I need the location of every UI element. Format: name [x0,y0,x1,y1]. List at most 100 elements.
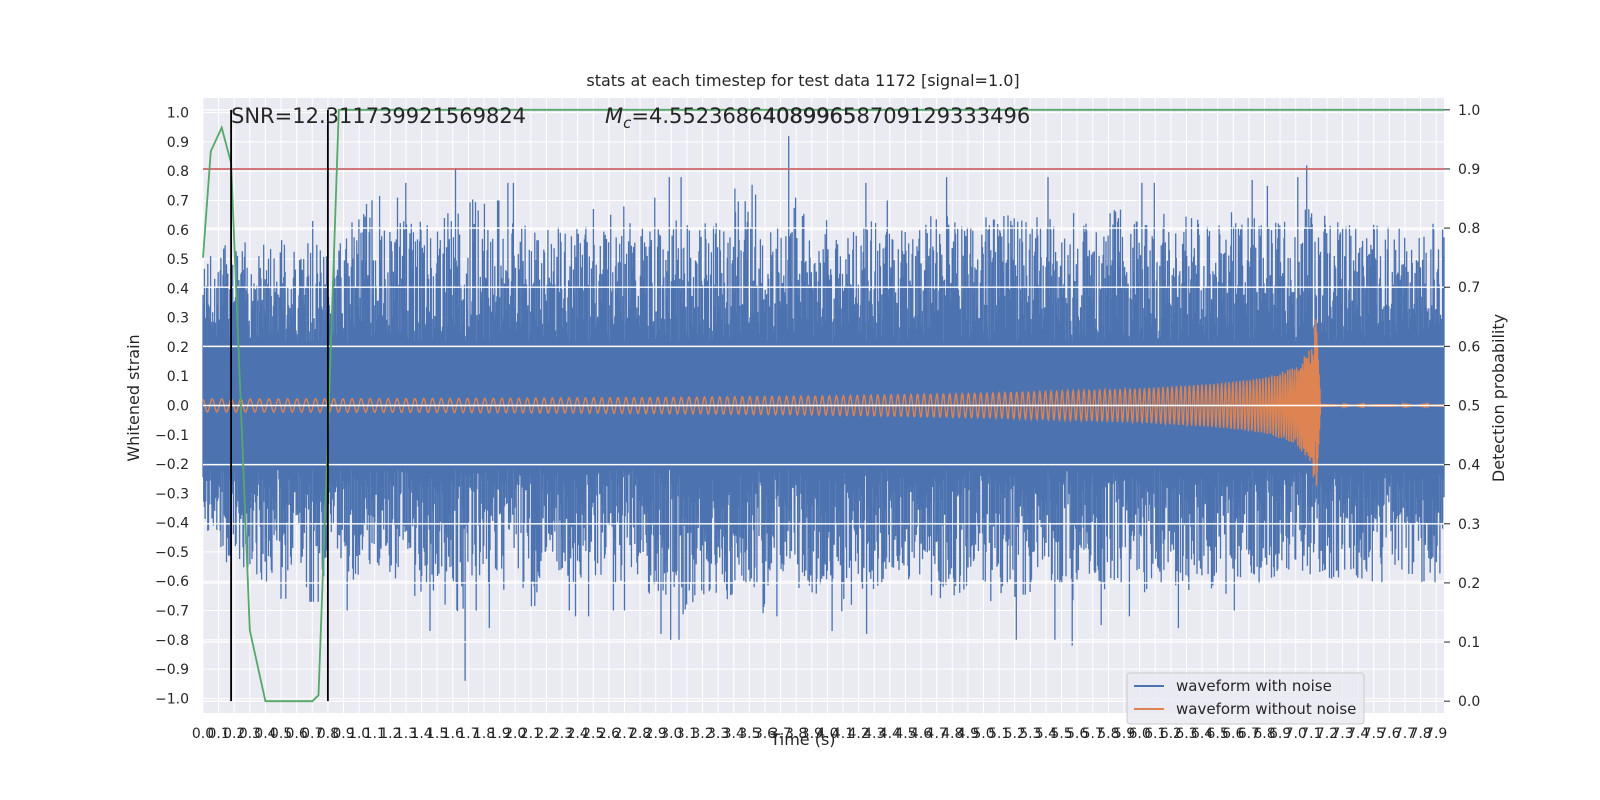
y-tick-label-left: −0.5 [155,545,189,561]
x-tick-label: 0.8 [317,726,339,742]
chart-title: stats at each timestep for test data 117… [586,71,1019,90]
tick-labels: 0.00.10.20.30.40.50.60.70.80.91.01.11.21… [155,103,1480,742]
x-tick-label: 2.9 [645,726,667,742]
x-tick-label: 1.5 [426,726,448,742]
x-tick-label: 0.9 [332,726,354,742]
y-tick-label-left: 0.5 [167,252,189,268]
chirp-mass-symbol: M [605,104,623,128]
x-axis-label: Time (s) [769,730,835,749]
x-tick-label: 1.7 [457,726,479,742]
x-tick-label: 6.7 [1238,726,1260,742]
y-tick-label-left: 0.8 [167,164,189,180]
x-tick-label: 7.9 [1425,726,1447,742]
snr-annotation: SNR=12.311739921569824 [231,104,526,128]
y-tick-label-right: 0.7 [1458,280,1480,296]
x-tick-label: 5.5 [1050,726,1072,742]
x-tick-label: 4.2 [847,726,869,742]
legend-label-noise: waveform with noise [1176,677,1332,695]
x-tick-label: 5.9 [1113,726,1135,742]
y-tick-label-left: −0.8 [155,633,189,649]
x-tick-label: 6.4 [1191,726,1213,742]
x-tick-label: 2.6 [598,726,620,742]
y-tick-label-left: 0.7 [167,194,189,210]
x-tick-label: 2.8 [629,726,651,742]
x-tick-label: 5.6 [1066,726,1088,742]
x-tick-label: 0.0 [192,726,214,742]
y-tick-label-left: −0.7 [155,604,189,620]
y-tick-label-right: 0.9 [1458,162,1480,178]
x-tick-label: 0.3 [239,726,261,742]
detection-probability-line [202,108,1444,703]
x-tick-label: 1.6 [442,726,464,742]
x-tick-label: 4.9 [957,726,979,742]
y-tick-label-right: 0.8 [1458,221,1480,237]
x-tick-label: 4.7 [926,726,948,742]
y-tick-label-left: 0.2 [167,340,189,356]
x-tick-label: 7.2 [1316,726,1338,742]
x-tick-label: 3.0 [660,726,682,742]
chirp-mass-overlap-annotation: 40899658709129333496 [763,104,1030,128]
y-tick-label-right: 0.2 [1458,576,1480,592]
x-tick-label: 0.2 [223,726,245,742]
x-tick-label: 7.5 [1363,726,1385,742]
x-tick-label: 6.6 [1222,726,1244,742]
legend: waveform with noise waveform without noi… [1126,672,1365,725]
y-tick-label-left: 0.0 [167,399,189,415]
x-tick-label: 2.5 [582,726,604,742]
chirp-mass-annotation: Mc=4.55236864089965 [605,104,856,132]
x-tick-label: 7.0 [1285,726,1307,742]
x-tick-label: 6.5 [1207,726,1229,742]
x-tick-label: 4.6 [910,726,932,742]
x-tick-label: 1.8 [473,726,495,742]
x-tick-label: 1.4 [410,726,432,742]
x-tick-label: 2.4 [567,726,589,742]
x-tick-label: 3.4 [723,726,745,742]
x-tick-label: 4.5 [894,726,916,742]
x-tick-label: 0.1 [207,726,229,742]
legend-label-clean: waveform without noise [1176,700,1356,718]
x-tick-label: 1.0 [348,726,370,742]
x-tick-label: 5.2 [1004,726,1026,742]
x-tick-label: 2.1 [520,726,542,742]
y-tick-label-left: −0.2 [155,457,189,473]
y-tick-label-left: 0.6 [167,223,189,239]
y-tick-label-right: 0.5 [1458,399,1480,415]
x-tick-label: 0.5 [270,726,292,742]
x-tick-label: 1.9 [488,726,510,742]
y-tick-label-right: 1.0 [1458,103,1480,119]
chirp-mass-value: =4.55236864089965 [631,104,856,128]
x-tick-label: 7.3 [1331,726,1353,742]
x-tick-label: 0.6 [286,726,308,742]
x-tick-label: 3.7 [769,726,791,742]
x-tick-label: 1.3 [395,726,417,742]
x-tick-label: 6.3 [1175,726,1197,742]
y-tick-label-left: 1.0 [167,106,189,122]
x-tick-label: 3.5 [738,726,760,742]
x-tick-label: 2.0 [504,726,526,742]
x-tick-label: 0.7 [301,726,323,742]
x-tick-label: 5.8 [1097,726,1119,742]
series-detection-probability [202,108,1444,703]
x-tick-label: 5.1 [988,726,1010,742]
y-axis-label-right: Detection probability [1489,314,1508,482]
x-tick-label: 4.0 [816,726,838,742]
x-tick-label: 3.9 [801,726,823,742]
y-tick-label-right: 0.6 [1458,339,1480,355]
y-tick-label-right: 0.3 [1458,517,1480,533]
y-tick-label-left: −0.6 [155,574,189,590]
x-tick-label: 5.7 [1082,726,1104,742]
x-tick-label: 3.6 [754,726,776,742]
x-tick-label: 3.1 [676,726,698,742]
x-tick-label: 4.4 [879,726,901,742]
y-tick-label-left: −0.4 [155,516,189,532]
x-tick-label: 6.0 [1128,726,1150,742]
x-tick-label: 5.4 [1035,726,1057,742]
y-tick-label-right: 0.4 [1458,458,1480,474]
series-waveform-without-noise [202,319,1445,486]
x-tick-label: 5.0 [972,726,994,742]
x-tick-label: 0.4 [254,726,276,742]
y-axis-label-left: Whitened strain [124,334,143,461]
x-tick-label: 2.7 [613,726,635,742]
